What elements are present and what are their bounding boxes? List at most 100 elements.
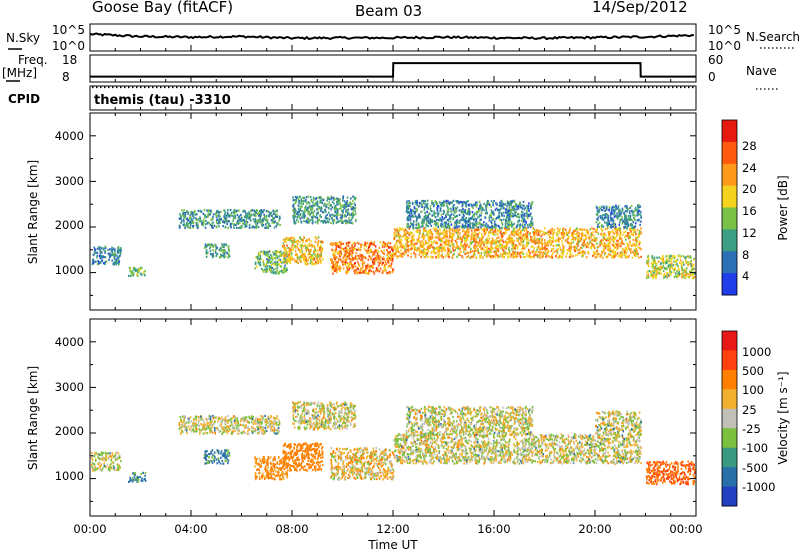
scatter-point-8 (397, 247, 399, 250)
scatter-point-9 (472, 214, 474, 217)
scatter-point-8 (406, 248, 408, 251)
scatter-point-10 (618, 223, 621, 226)
scatter-point-6 (322, 221, 324, 224)
scatter-point-7 (361, 258, 364, 261)
scatter-point-1 (134, 269, 137, 273)
scatter-point-2 (242, 219, 244, 222)
scatter-point-7 (390, 266, 392, 269)
scatter-point-5 (320, 253, 322, 256)
scatter-point-6 (297, 220, 300, 223)
scatter-point-8 (414, 248, 416, 251)
scatter-point-6 (337, 213, 339, 216)
scatter-point-0 (96, 263, 99, 266)
scatter-point-8 (449, 227, 451, 231)
scatter-point-2 (211, 226, 213, 229)
scatter-point-9 (461, 211, 463, 214)
scatter-point-9 (442, 212, 445, 215)
scatter-point-1 (133, 268, 136, 271)
scatter-point-5 (311, 261, 313, 264)
scatter-point-5 (303, 257, 305, 260)
scatter-point-8 (506, 228, 509, 231)
scatter-point-10 (596, 217, 598, 221)
scatter-point-8 (399, 246, 401, 249)
scatter-point-8 (448, 255, 450, 259)
scatter-point-8 (568, 231, 571, 234)
scatter-point-4 (269, 268, 272, 271)
scatter-point-8 (525, 252, 528, 255)
scatter-point-2 (266, 225, 268, 228)
scatter-point-7 (362, 264, 364, 267)
scatter-point-8 (502, 256, 504, 259)
scatter-point-8 (545, 231, 547, 235)
scatter-point-9 (421, 219, 424, 222)
scatter-point-7 (342, 242, 344, 245)
scatter-point-5 (321, 240, 323, 243)
scatter-point-9 (421, 205, 424, 208)
scatter-point-8 (528, 248, 530, 251)
scatter-point-7 (358, 242, 360, 245)
scatter-point-8 (461, 238, 463, 241)
scatter-point-8 (491, 241, 494, 244)
scatter-point-2 (238, 226, 241, 229)
scatter-point-7 (358, 257, 360, 260)
scatter-point-6 (312, 201, 314, 204)
scatter-point-8 (570, 247, 572, 250)
scatter-point-8 (619, 231, 622, 234)
scatter-point-8 (508, 252, 511, 255)
scatter-point-7 (383, 258, 386, 261)
scatter-point-8 (453, 253, 455, 256)
scatter-point-5 (306, 238, 308, 242)
scatter-point-5 (305, 248, 308, 251)
scatter-point-9 (512, 215, 514, 218)
scatter-point-9 (502, 211, 505, 214)
scatter-point-8 (427, 248, 429, 251)
scatter-point-7 (364, 244, 366, 247)
scatter-point-8 (632, 251, 635, 254)
scatter-point-2 (233, 223, 235, 226)
scatter-point-6 (341, 210, 343, 213)
scatter-point-8 (552, 252, 554, 255)
scatter-point-7 (366, 272, 368, 275)
scatter-point-10 (628, 210, 631, 213)
scatter-point-8 (546, 247, 548, 250)
scatter-point-8 (539, 248, 542, 251)
scatter-point-2 (271, 221, 273, 224)
scatter-point-8 (417, 230, 419, 234)
scatter-point-2 (217, 214, 220, 217)
scatter-point-0 (111, 246, 113, 249)
scatter-point-8 (515, 244, 517, 247)
scatter-point-9 (452, 199, 455, 202)
scatter-point-8 (559, 237, 561, 240)
scatter-point-1 (140, 267, 143, 270)
scatter-point-4 (259, 252, 261, 255)
scatter-point-8 (593, 247, 596, 250)
scatter-point-9 (513, 200, 516, 203)
scatter-point-6 (302, 200, 304, 203)
scatter-point-8 (504, 251, 507, 254)
scatter-point-7 (370, 248, 372, 251)
scatter-point-3 (214, 244, 217, 247)
scatter-point-7 (347, 262, 349, 265)
scatter-point-10 (623, 216, 626, 219)
scatter-point-9 (485, 211, 488, 215)
scatter-point-6 (311, 205, 313, 208)
scatter-point-7 (373, 261, 375, 264)
scatter-point-10 (616, 212, 618, 215)
scatter-point-9 (500, 199, 503, 203)
scatter-point-8 (569, 251, 572, 254)
scatter-point-2 (270, 211, 273, 214)
scatter-point-6 (351, 214, 354, 217)
scatter-point-8 (521, 229, 524, 232)
scatter-point-7 (361, 253, 363, 257)
scatter-point-9 (480, 223, 482, 226)
scatter-point-6 (317, 212, 319, 215)
scatter-point-8 (471, 250, 474, 253)
scatter-point-8 (611, 238, 613, 241)
scatter-point-6 (336, 208, 338, 211)
scatter-point-5 (314, 248, 317, 251)
scatter-point-10 (632, 226, 635, 230)
scatter-point-2 (190, 211, 192, 214)
scatter-point-6 (342, 195, 345, 198)
scatter-point-5 (294, 253, 297, 256)
scatter-point-8 (555, 255, 557, 258)
